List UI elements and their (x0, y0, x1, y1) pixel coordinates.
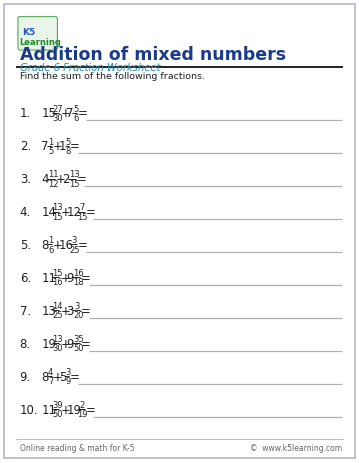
Text: 3: 3 (71, 236, 77, 245)
Text: 8.: 8. (20, 337, 31, 350)
Text: 11: 11 (41, 403, 56, 416)
Text: Online reading & math for K-5: Online reading & math for K-5 (20, 443, 134, 451)
Text: +: + (60, 206, 70, 219)
Text: 13: 13 (52, 203, 63, 212)
Text: 27: 27 (52, 104, 63, 113)
Text: 1: 1 (48, 137, 53, 146)
Text: 15: 15 (52, 212, 63, 221)
Text: =: = (85, 403, 95, 416)
Text: 9: 9 (65, 376, 71, 386)
Text: 25: 25 (70, 245, 80, 254)
Text: 7: 7 (48, 376, 53, 386)
Text: 13: 13 (41, 304, 56, 317)
Text: 6: 6 (48, 245, 53, 254)
Text: =: = (81, 271, 91, 284)
Text: 4: 4 (41, 173, 49, 186)
Text: 4: 4 (48, 367, 53, 376)
Text: +: + (53, 140, 62, 153)
Text: Learning: Learning (20, 38, 62, 47)
Text: Find the sum of the following fractions.: Find the sum of the following fractions. (20, 72, 205, 81)
Text: K5: K5 (22, 28, 36, 37)
Text: =: = (85, 206, 95, 219)
Text: 4.: 4. (20, 206, 31, 219)
Text: 30: 30 (52, 344, 63, 353)
Text: 8: 8 (41, 370, 49, 383)
Text: 7: 7 (41, 140, 49, 153)
Text: 9: 9 (66, 337, 74, 350)
Text: Addition of mixed numbers: Addition of mixed numbers (20, 46, 286, 64)
Text: 5: 5 (48, 146, 53, 156)
Text: 2: 2 (79, 400, 84, 409)
Text: 3: 3 (65, 367, 71, 376)
Text: 1: 1 (48, 236, 53, 245)
Text: +: + (56, 173, 66, 186)
Text: 5: 5 (59, 370, 66, 383)
Text: 12: 12 (66, 206, 81, 219)
Text: =: = (70, 370, 80, 383)
Text: =: = (70, 140, 80, 153)
Text: =: = (78, 238, 88, 251)
Text: 9: 9 (66, 271, 74, 284)
Text: 11: 11 (41, 271, 56, 284)
Text: 15: 15 (69, 179, 79, 188)
Text: 5: 5 (65, 137, 71, 146)
Text: 25: 25 (52, 311, 63, 320)
Text: =: = (78, 107, 88, 120)
Text: 3.: 3. (20, 173, 31, 186)
Text: =: = (81, 337, 91, 350)
Text: +: + (60, 271, 70, 284)
Text: 2.: 2. (20, 140, 31, 153)
Text: 13: 13 (52, 334, 63, 344)
Text: 50: 50 (52, 409, 63, 419)
FancyBboxPatch shape (4, 5, 355, 458)
Text: +: + (53, 238, 62, 251)
Text: 16: 16 (52, 278, 63, 287)
Text: +: + (60, 304, 70, 317)
Text: 15: 15 (78, 212, 88, 221)
Text: +: + (60, 337, 70, 350)
Text: 1.: 1. (20, 107, 31, 120)
Text: 50: 50 (73, 344, 84, 353)
Text: 15: 15 (52, 269, 63, 278)
Text: 5: 5 (73, 104, 78, 113)
Text: +: + (60, 403, 70, 416)
Text: +: + (60, 107, 70, 120)
Text: 16: 16 (59, 238, 74, 251)
Text: 2: 2 (62, 173, 69, 186)
Text: ©  www.k5learning.com: © www.k5learning.com (250, 443, 342, 451)
Text: 3: 3 (75, 301, 80, 311)
Text: 12: 12 (48, 179, 59, 188)
Text: 7: 7 (66, 107, 74, 120)
Text: 20: 20 (73, 311, 84, 320)
Text: 6: 6 (73, 113, 78, 123)
Text: 39: 39 (52, 400, 63, 409)
Text: 3: 3 (66, 304, 74, 317)
Text: 13: 13 (69, 170, 79, 179)
Text: 18: 18 (73, 278, 84, 287)
Text: 1: 1 (59, 140, 66, 153)
Text: 19: 19 (66, 403, 81, 416)
Text: 19: 19 (41, 337, 56, 350)
Text: 14: 14 (52, 301, 63, 311)
Text: 16: 16 (73, 269, 84, 278)
FancyBboxPatch shape (18, 18, 57, 51)
Text: 14: 14 (41, 206, 56, 219)
Text: 8: 8 (65, 146, 71, 156)
Text: 10.: 10. (20, 403, 38, 416)
Text: =: = (81, 304, 91, 317)
Text: 7: 7 (79, 203, 84, 212)
Text: 6.: 6. (20, 271, 31, 284)
Text: 8: 8 (41, 238, 49, 251)
Text: 15: 15 (41, 107, 56, 120)
Text: Grade 6 Fraction Worksheet: Grade 6 Fraction Worksheet (20, 63, 160, 73)
Text: 30: 30 (52, 113, 63, 123)
Text: 7.: 7. (20, 304, 31, 317)
Text: 5.: 5. (20, 238, 31, 251)
Text: 35: 35 (73, 334, 84, 344)
Text: =: = (76, 173, 87, 186)
Text: 19: 19 (78, 409, 88, 419)
Text: 11: 11 (48, 170, 59, 179)
Text: 9.: 9. (20, 370, 31, 383)
Text: +: + (53, 370, 62, 383)
